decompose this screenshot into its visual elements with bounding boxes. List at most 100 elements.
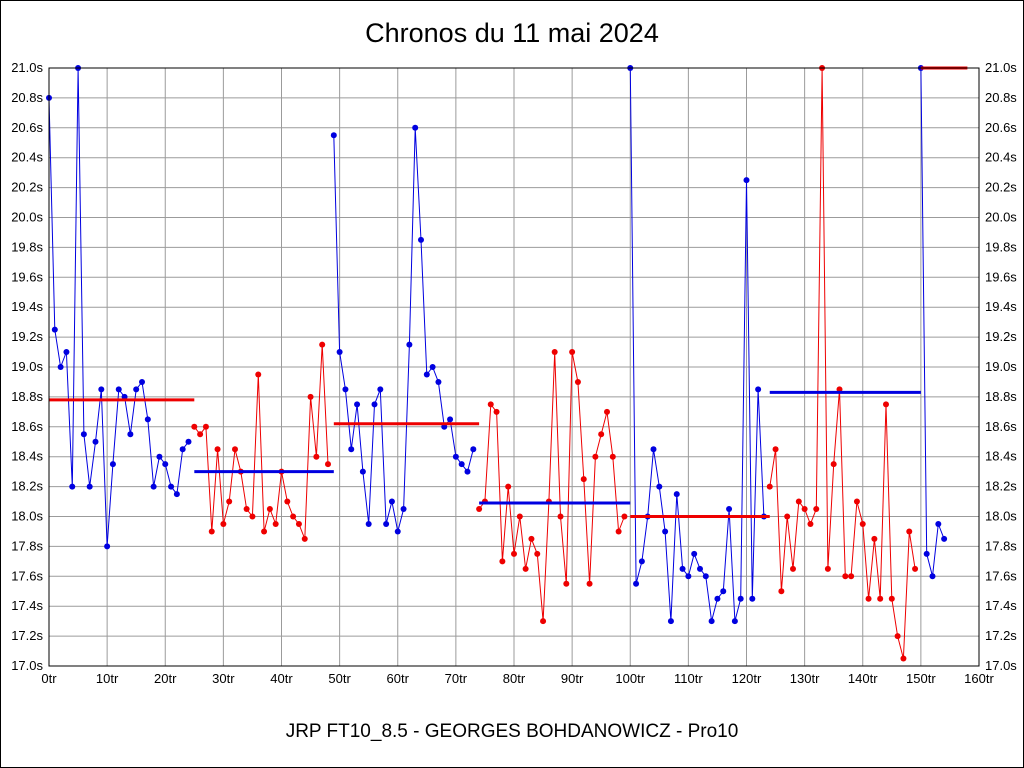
- lap-series-manche-5: [627, 65, 767, 625]
- lap-point: [301, 535, 308, 542]
- y-axis-label-right: 19.2s: [985, 329, 1017, 344]
- lap-point: [557, 513, 564, 520]
- lap-point: [708, 618, 715, 625]
- lap-point: [458, 461, 465, 468]
- y-axis-label-left: 20.4s: [11, 150, 43, 165]
- lap-point: [226, 498, 233, 505]
- lap-point: [383, 520, 390, 527]
- page-title: Chronos du 11 mai 2024: [365, 18, 659, 48]
- lap-point: [499, 558, 506, 565]
- lap-point: [452, 453, 459, 460]
- y-axis-label-left: 19.8s: [11, 239, 43, 254]
- lap-point: [109, 461, 116, 468]
- lap-point: [813, 506, 820, 513]
- lap-point: [133, 386, 140, 393]
- lap-point: [418, 236, 424, 243]
- x-axis-label: 80tr: [503, 671, 526, 686]
- lap-point: [191, 423, 198, 430]
- y-axis-label-right: 17.8s: [985, 538, 1017, 553]
- lap-point: [511, 550, 517, 557]
- lap-point: [755, 386, 762, 393]
- lap-point: [650, 446, 657, 453]
- lap-point: [859, 520, 866, 527]
- lap-series-manche-4: [476, 349, 628, 625]
- lap-series-manche-3: [330, 124, 477, 535]
- lap-point: [691, 550, 698, 557]
- chart-footer: JRP FT10_8.5 - GEORGES BOHDANOWICZ - Pro…: [285, 721, 739, 742]
- lap-point: [633, 580, 640, 587]
- y-axis-label-right: 17.6s: [985, 568, 1017, 583]
- y-axis-label-right: 19.0s: [985, 359, 1017, 374]
- lap-point: [435, 378, 442, 385]
- lap-point: [929, 573, 936, 580]
- lap-series-manche-2: [191, 341, 331, 542]
- y-axis-label-left: 18.2s: [11, 479, 43, 494]
- lap-point: [249, 513, 256, 520]
- lap-point: [766, 483, 773, 490]
- lap-point: [900, 655, 907, 662]
- lap-point: [604, 408, 610, 415]
- lap-point: [673, 491, 680, 498]
- lap-point: [342, 386, 349, 393]
- lap-point: [325, 461, 331, 468]
- lap-point: [656, 483, 663, 490]
- lap-point: [784, 513, 791, 520]
- lap-point: [697, 565, 703, 572]
- lap-point: [80, 431, 87, 438]
- lap-point: [592, 453, 599, 460]
- lap-point: [726, 506, 733, 513]
- y-axis-label-left: 17.2s: [11, 628, 43, 643]
- lap-point: [63, 349, 70, 356]
- lap-point: [150, 483, 157, 490]
- lap-point: [702, 573, 709, 580]
- lap-point: [179, 446, 186, 453]
- lap-point: [487, 401, 494, 408]
- x-axis-label: 70tr: [445, 671, 468, 686]
- lap-point: [377, 386, 384, 393]
- lap-point: [830, 461, 837, 468]
- lap-point: [906, 528, 913, 535]
- grid-lines: [48, 67, 980, 667]
- x-axis-label: 140tr: [848, 671, 878, 686]
- lap-point: [400, 506, 407, 513]
- x-axis-label: 50tr: [328, 671, 351, 686]
- lap-series-manche-1: [46, 65, 192, 550]
- lap-point: [493, 408, 500, 415]
- y-axis-label-right: 20.4s: [985, 150, 1017, 165]
- y-axis-label-left: 19.6s: [11, 269, 43, 284]
- lap-point: [412, 124, 419, 131]
- lap-point: [423, 371, 430, 378]
- lap-point: [586, 580, 593, 587]
- lap-point: [778, 588, 785, 595]
- x-axis-label: 100tr: [615, 671, 645, 686]
- x-axis-label: 30tr: [212, 671, 235, 686]
- lap-point: [156, 453, 163, 460]
- lap-point: [848, 573, 855, 580]
- lap-point: [865, 595, 872, 602]
- lap-point: [313, 453, 320, 460]
- y-axis-label-right: 18.2s: [985, 479, 1017, 494]
- lap-point: [476, 506, 483, 513]
- y-axis-label-left: 17.6s: [11, 568, 43, 583]
- lap-point: [290, 513, 297, 520]
- lap-point: [104, 543, 111, 550]
- y-axis-label-left: 18.0s: [11, 509, 43, 524]
- lap-point: [720, 588, 727, 595]
- lap-point: [534, 550, 541, 557]
- lap-point: [139, 378, 145, 385]
- lap-point: [144, 416, 151, 423]
- y-axis-label-left: 17.8s: [11, 538, 43, 553]
- lap-point: [197, 431, 204, 438]
- lap-point: [214, 446, 221, 453]
- y-axis-label-right: 17.0s: [985, 658, 1017, 673]
- lap-point: [551, 349, 558, 356]
- x-axis-label: 130tr: [790, 671, 820, 686]
- lap-point: [185, 438, 192, 445]
- lap-point: [598, 431, 605, 438]
- x-axis-label: 0tr: [41, 671, 57, 686]
- y-axis-label-right: 18.6s: [985, 419, 1017, 434]
- lap-point: [662, 528, 669, 535]
- lap-point: [330, 132, 337, 139]
